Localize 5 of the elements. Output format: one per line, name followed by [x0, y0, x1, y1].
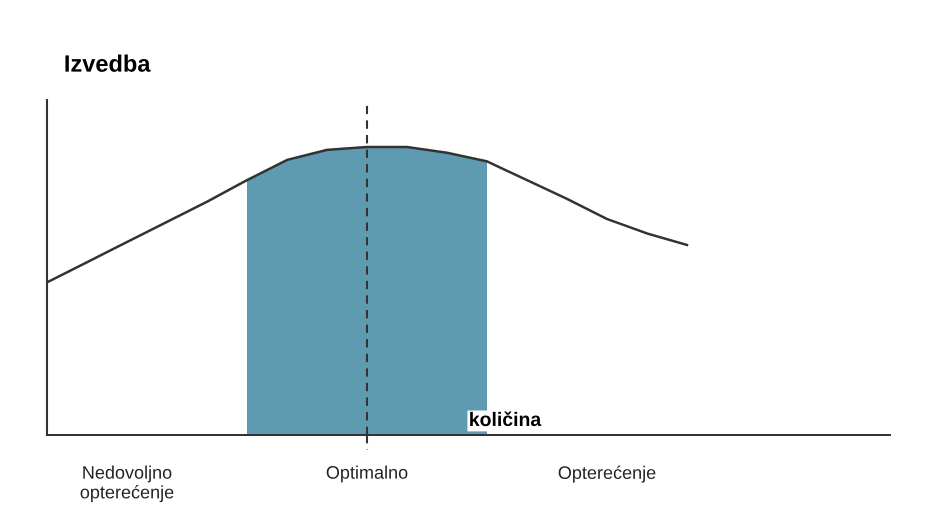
y-axis-title: Izvedba	[65, 54, 151, 72]
x-tick-label: Optimalno	[326, 466, 408, 482]
x-tick-label: Nedovoljno opterećenje	[80, 466, 174, 502]
x-tick-label: Opterećenje	[558, 466, 656, 483]
x-axis-title: količina	[470, 411, 542, 426]
